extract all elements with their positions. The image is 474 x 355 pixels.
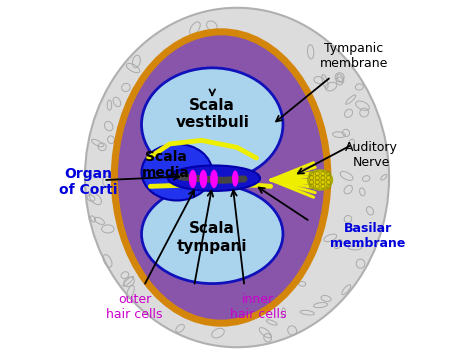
Text: Scala
media: Scala media <box>142 150 190 180</box>
Ellipse shape <box>111 29 331 326</box>
Ellipse shape <box>85 8 389 347</box>
Text: Scala
vestibuli: Scala vestibuli <box>175 98 249 130</box>
Ellipse shape <box>142 144 212 201</box>
Text: Organ
of Corti: Organ of Corti <box>59 166 118 197</box>
Ellipse shape <box>189 170 197 188</box>
Ellipse shape <box>142 68 283 181</box>
Ellipse shape <box>200 170 207 188</box>
Ellipse shape <box>308 170 332 190</box>
Text: Scala
tympani: Scala tympani <box>177 222 247 254</box>
Text: inner
hair cells: inner hair cells <box>230 293 286 321</box>
Ellipse shape <box>232 170 238 187</box>
Ellipse shape <box>168 165 260 191</box>
Ellipse shape <box>118 36 324 319</box>
Ellipse shape <box>210 170 218 188</box>
Ellipse shape <box>142 185 283 284</box>
Text: Tympanic
membrane: Tympanic membrane <box>319 42 388 70</box>
Text: Basilar
membrane: Basilar membrane <box>330 222 406 250</box>
Text: outer
hair cells: outer hair cells <box>106 293 163 321</box>
Text: Auditory
Nerve: Auditory Nerve <box>345 141 398 169</box>
